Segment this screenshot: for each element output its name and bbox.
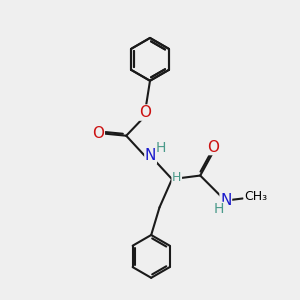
- Text: N: N: [145, 148, 156, 164]
- Text: CH₃: CH₃: [244, 190, 267, 203]
- Text: H: H: [172, 171, 182, 184]
- Text: H: H: [156, 141, 166, 154]
- Text: O: O: [140, 105, 152, 120]
- Text: N: N: [220, 193, 232, 208]
- Text: H: H: [214, 202, 224, 216]
- Text: O: O: [92, 126, 104, 141]
- Text: O: O: [208, 140, 220, 154]
